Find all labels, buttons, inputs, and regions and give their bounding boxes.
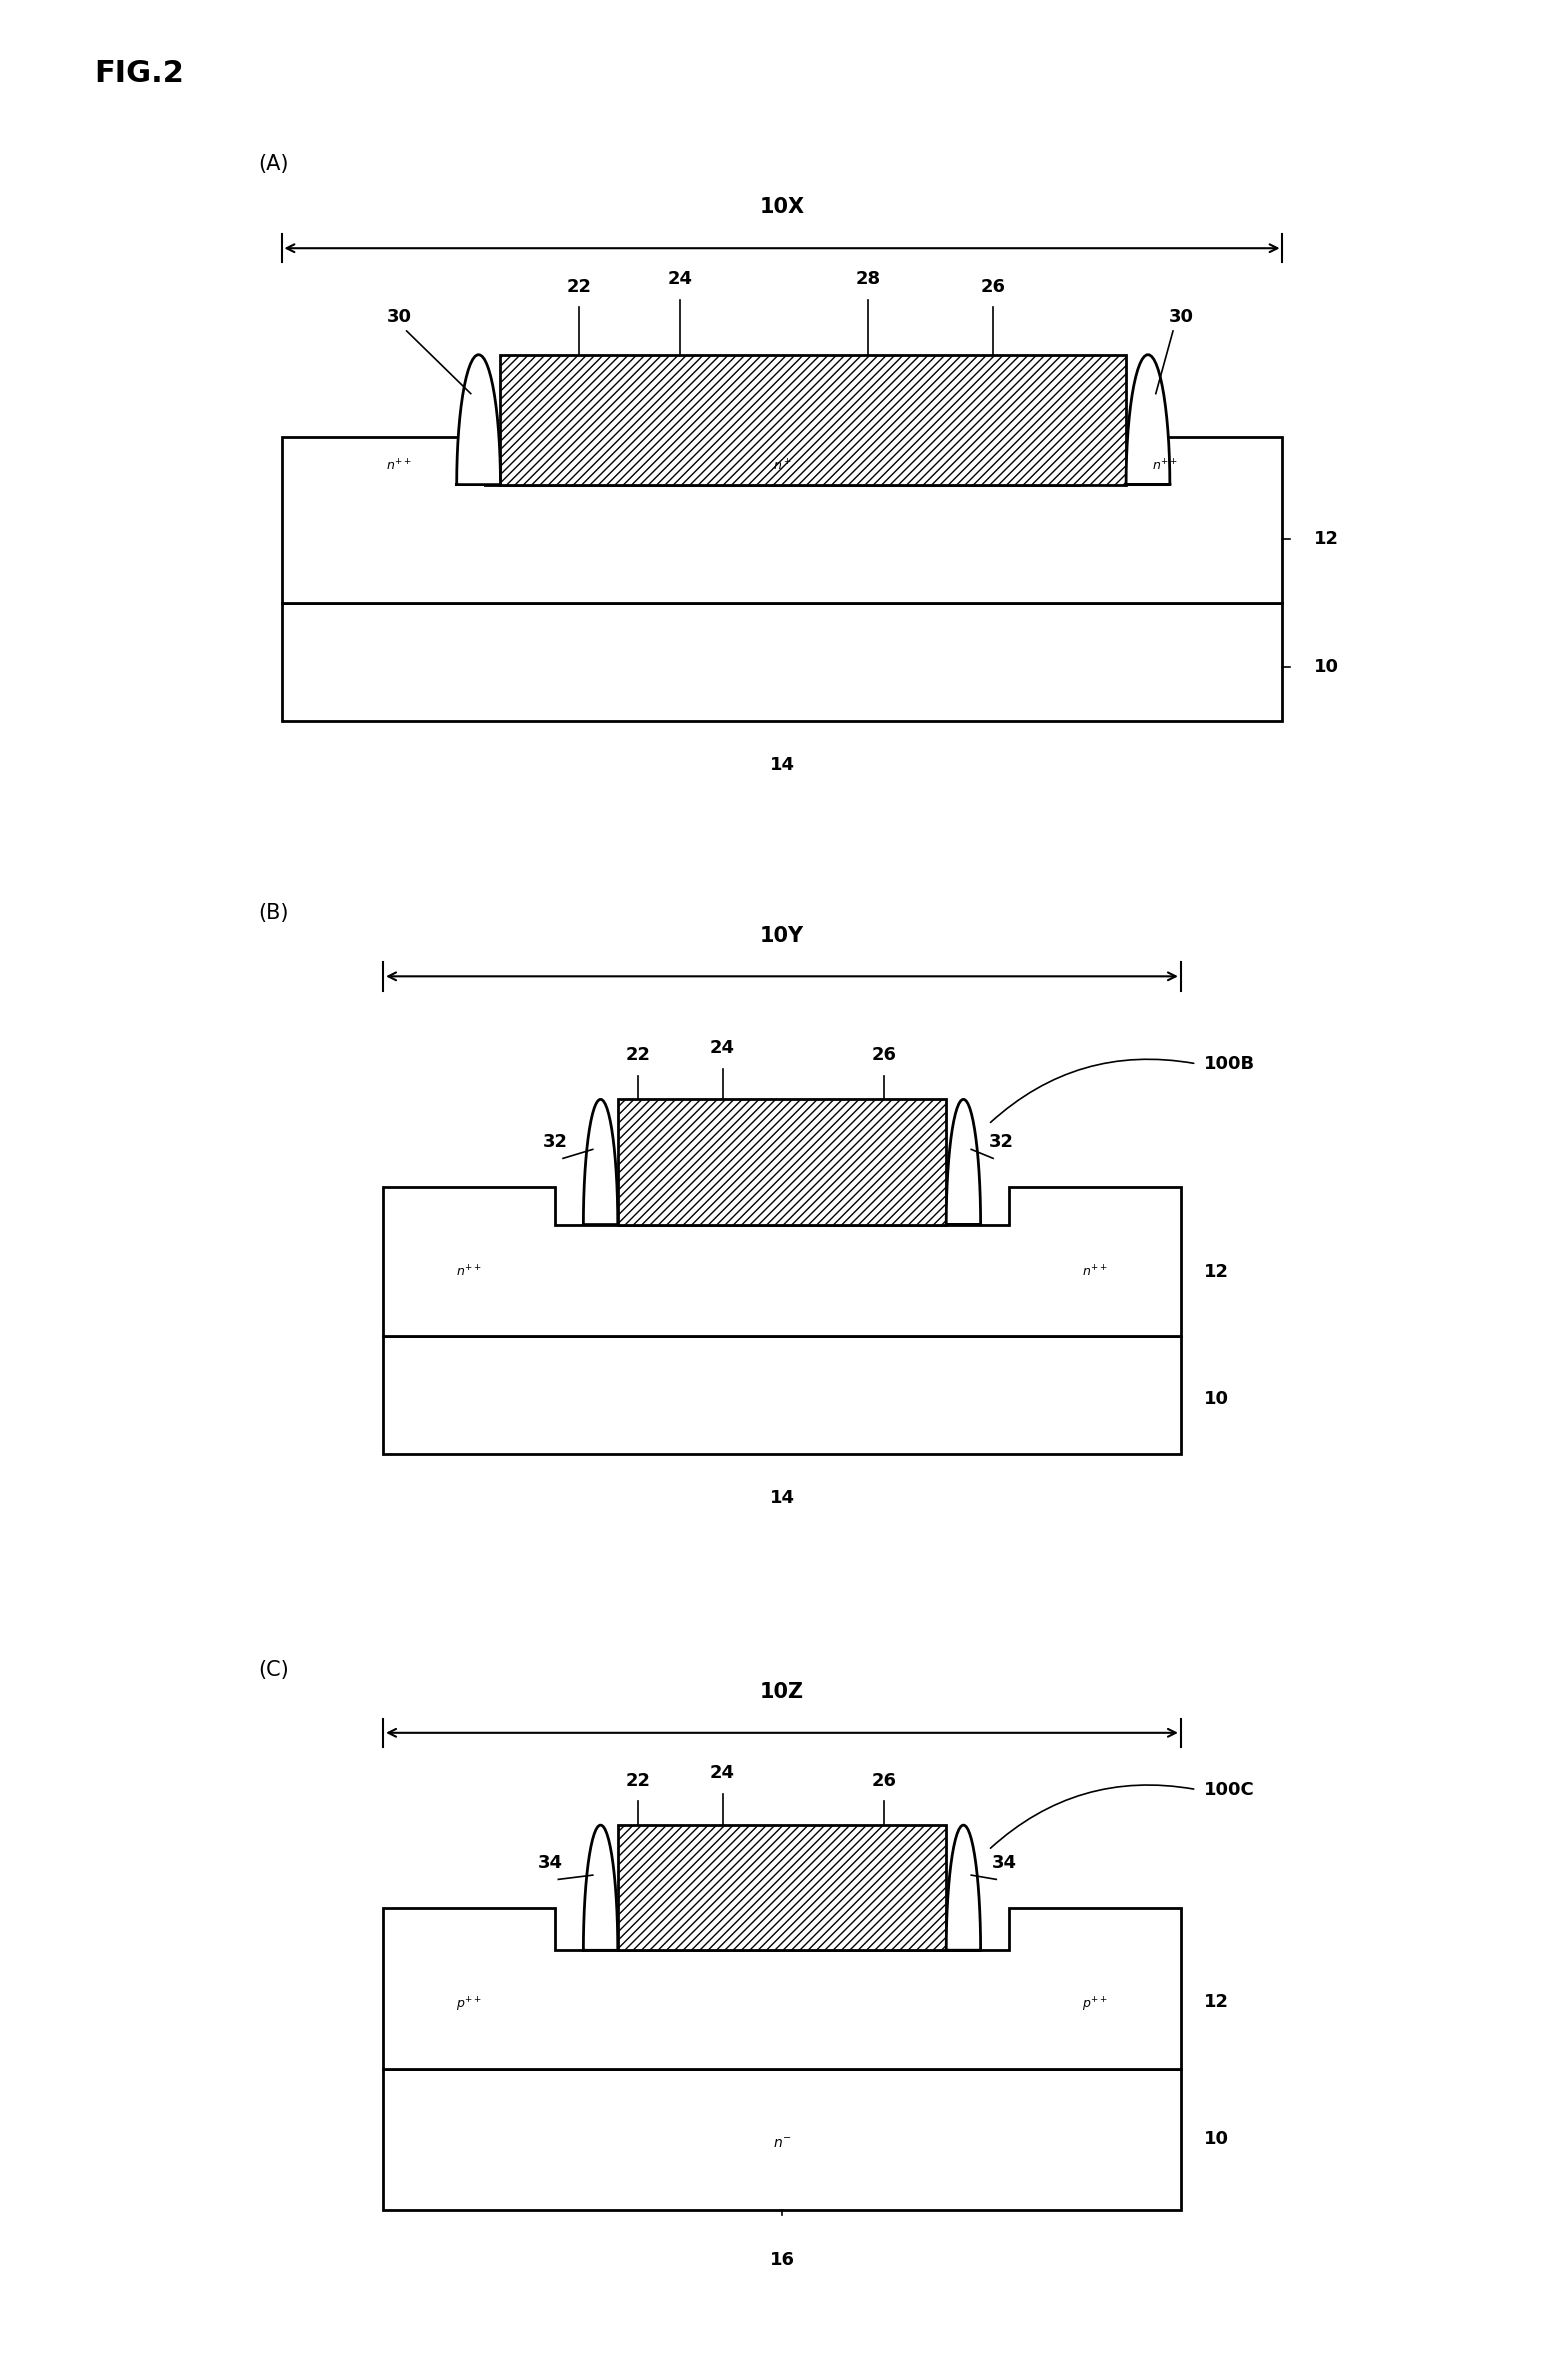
Text: 34: 34 (538, 1853, 563, 1872)
Bar (383, 2068, 1181, 2210)
Polygon shape (946, 1825, 981, 1950)
Text: 14: 14 (769, 756, 795, 775)
Polygon shape (946, 1099, 981, 1225)
Text: (A): (A) (258, 154, 289, 173)
Polygon shape (282, 437, 1282, 603)
Text: 14: 14 (769, 1489, 795, 1508)
Text: 100B: 100B (1204, 1054, 1256, 1073)
Polygon shape (583, 1099, 618, 1225)
Bar (500, 355, 1126, 485)
Polygon shape (1126, 355, 1170, 485)
Text: 16: 16 (769, 2251, 795, 2269)
Text: 10: 10 (1204, 1390, 1229, 1409)
Text: $n^{++}$: $n^{++}$ (386, 459, 411, 473)
Text: 12: 12 (1314, 530, 1339, 548)
Text: 12: 12 (1204, 1993, 1229, 2012)
Text: 12: 12 (1204, 1262, 1229, 1281)
Text: 10Y: 10Y (760, 927, 804, 946)
Polygon shape (383, 1908, 1181, 2068)
Text: $n^{++}$: $n^{++}$ (457, 1265, 482, 1279)
Text: 26: 26 (871, 1045, 896, 1064)
Text: $n^{++}$: $n^{++}$ (1082, 1265, 1107, 1279)
Text: 30: 30 (386, 307, 411, 326)
Polygon shape (583, 1825, 618, 1950)
Text: FIG.2: FIG.2 (94, 59, 183, 87)
Text: 30: 30 (1168, 307, 1193, 326)
Bar (383, 1336, 1181, 1454)
Text: 24: 24 (710, 1038, 735, 1057)
Bar (282, 603, 1282, 721)
Text: 22: 22 (626, 1045, 651, 1064)
Text: 32: 32 (988, 1132, 1013, 1151)
Text: 24: 24 (710, 1764, 735, 1782)
Text: 24: 24 (668, 269, 693, 288)
Text: 10Z: 10Z (760, 1683, 804, 1702)
Text: 26: 26 (981, 277, 1006, 296)
Polygon shape (457, 355, 500, 485)
Bar (618, 1099, 946, 1225)
Text: $n^+$: $n^+$ (773, 459, 791, 473)
Text: $p^{++}$: $p^{++}$ (457, 1995, 482, 2014)
Text: 22: 22 (626, 1771, 651, 1790)
Text: 32: 32 (543, 1132, 568, 1151)
Text: $p^{++}$: $p^{++}$ (1082, 1995, 1107, 2014)
Text: 10X: 10X (760, 199, 804, 217)
Bar (618, 1825, 946, 1950)
Text: (B): (B) (258, 903, 289, 922)
Polygon shape (383, 1187, 1181, 1336)
Text: 10: 10 (1314, 657, 1339, 676)
Text: $n^{++}$: $n^{++}$ (1153, 459, 1178, 473)
Text: (C): (C) (258, 1660, 289, 1678)
Text: 34: 34 (992, 1853, 1017, 1872)
Text: 100C: 100C (1204, 1780, 1254, 1799)
Text: 26: 26 (871, 1771, 896, 1790)
Text: 28: 28 (856, 269, 881, 288)
Text: $n^{-}$: $n^{-}$ (773, 2137, 791, 2151)
Text: 10: 10 (1204, 2130, 1229, 2149)
Text: 22: 22 (566, 277, 591, 296)
